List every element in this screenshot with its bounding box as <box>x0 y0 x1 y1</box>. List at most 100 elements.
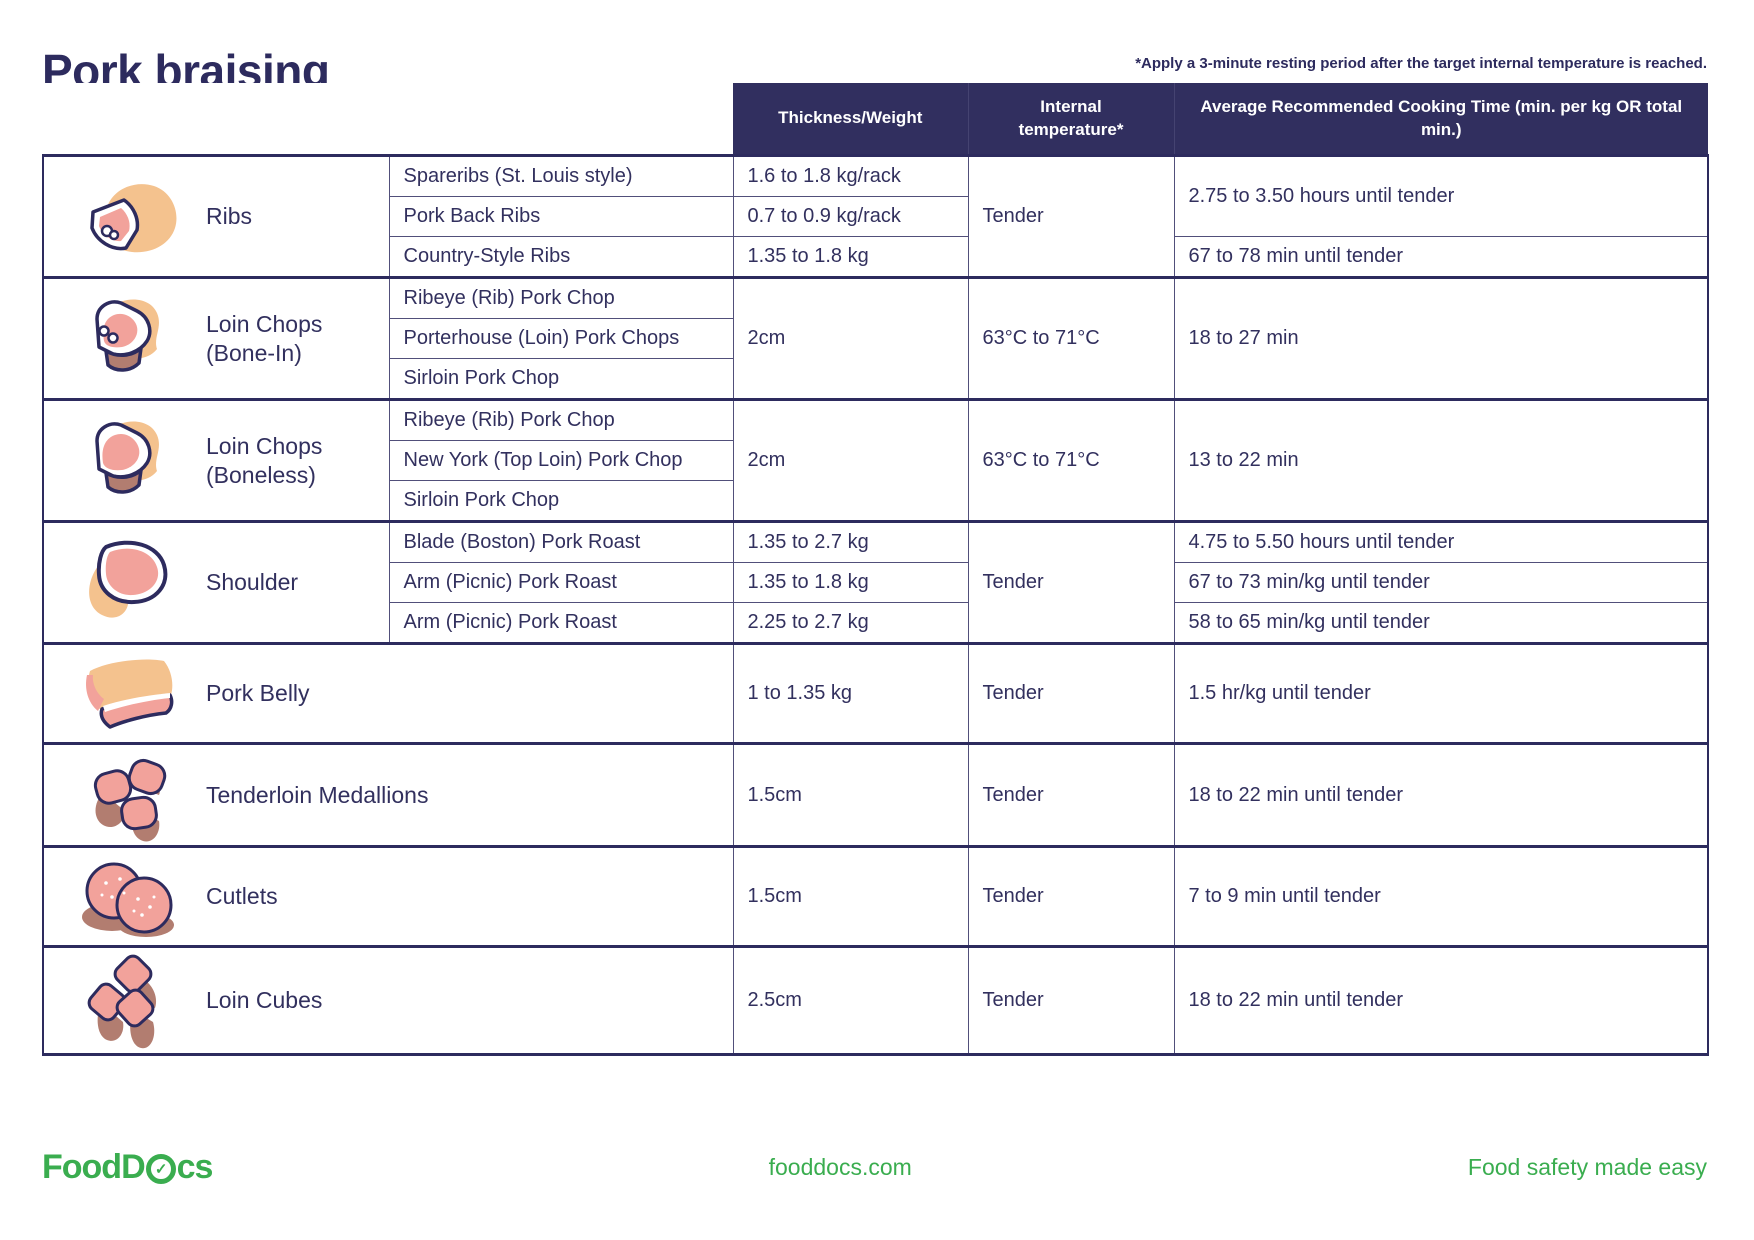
fooddocs-logo: FoodD ✓ cs <box>42 1148 214 1187</box>
col-header-time: Average Recommended Cooking Time (min. p… <box>1173 83 1708 156</box>
table-row: Country-Style Ribs 1.35 to 1.8 kg 67 to … <box>43 236 1709 278</box>
ribs-icon <box>90 183 177 252</box>
col-header-temperature: Internal temperature* <box>967 83 1174 156</box>
thickness-value: 1.35 to 1.8 kg <box>732 562 969 603</box>
temperature-value: Tender <box>967 520 1175 644</box>
category-label: Loin Chops (Bone-In) <box>206 310 323 366</box>
table-row: Loin Chops (Bone-In) Ribeye (Rib) Pork C… <box>42 276 1709 400</box>
temperature-value: Tender <box>967 845 1175 947</box>
table-row: Porterhouse (Loin) Pork Chops <box>43 318 1708 359</box>
temperature-value: Tender <box>967 945 1175 1056</box>
time-value: 4.75 to 5.50 hours until tender <box>1173 520 1709 563</box>
category-cell-loin-cubes: Loin Cubes <box>42 945 734 1056</box>
item-name: Pork Back Ribs <box>388 196 734 237</box>
item-name: Ribeye (Rib) Pork Chop <box>388 398 734 441</box>
braising-table-wrap: Thickness/Weight Internal temperature* A… <box>42 83 1709 1056</box>
pork-chop-bone-in-icon <box>94 299 159 372</box>
temperature-value: Tender <box>967 742 1175 847</box>
category-cell-tenderloin-medallions: Tenderloin Medallions <box>42 742 734 847</box>
header-empty-cell <box>43 83 733 156</box>
pork-chop-bone-in-icon <box>56 291 206 386</box>
category-label: Tenderloin Medallions <box>206 781 429 808</box>
tenderloin-medallions-icon <box>56 745 206 845</box>
pork-chop-boneless-icon <box>56 413 206 508</box>
time-value: 18 to 22 min until tender <box>1173 742 1709 847</box>
table-row: New York (Top Loin) Pork Chop <box>43 440 1708 481</box>
pork-belly-icon <box>85 659 173 729</box>
time-value: 18 to 27 min <box>1173 276 1709 400</box>
thickness-value: 1.35 to 1.8 kg <box>732 236 969 278</box>
pork-belly-icon <box>56 651 206 736</box>
table-row: Ribs Spareribs (St. Louis style) 1.6 to … <box>42 154 1709 278</box>
logo-text-left: FoodD <box>42 1148 146 1186</box>
pork-braising-table: Thickness/Weight Internal temperature* A… <box>42 83 1709 1056</box>
item-name: Ribeye (Rib) Pork Chop <box>388 276 734 319</box>
table-row: Sirloin Pork Chop <box>43 358 1708 400</box>
cutlets-icon <box>56 849 206 944</box>
header-row: Thickness/Weight Internal temperature* A… <box>43 83 1708 156</box>
thickness-value: 1.6 to 1.8 kg/rack <box>732 154 969 197</box>
category-label: Ribs <box>206 203 253 230</box>
item-name: Arm (Picnic) Pork Roast <box>388 562 734 603</box>
checkmark-icon: ✓ <box>145 1154 176 1184</box>
table-row: Pork Belly 1 to 1.35 kg Tender 1.5 hr/kg… <box>42 642 1709 744</box>
thickness-value: 2cm <box>732 398 969 522</box>
item-name: Arm (Picnic) Pork Roast <box>388 602 734 644</box>
col-header-thickness: Thickness/Weight <box>733 83 968 156</box>
thickness-value: 1 to 1.35 kg <box>732 642 969 744</box>
thickness-value: 0.7 to 0.9 kg/rack <box>732 196 969 237</box>
item-name: Spareribs (St. Louis style) <box>388 154 734 197</box>
thickness-value: 2cm <box>732 276 969 400</box>
category-cell-loin-chops-bone-in: Loin Chops (Bone-In) <box>42 276 390 400</box>
table-row: Shoulder Blade (Boston) Pork Roast 1.35 … <box>42 520 1709 644</box>
temperature-value: 63°C to 71°C <box>967 276 1175 400</box>
category-cell-ribs: Ribs <box>42 154 390 278</box>
loin-cubes-icon <box>87 954 157 1049</box>
item-name: Blade (Boston) Pork Roast <box>388 520 734 563</box>
table-row: Cutlets 1.5cm Tender 7 to 9 min until te… <box>42 845 1709 947</box>
temperature-value: Tender <box>967 154 1175 278</box>
table-row: Tenderloin Medallions 1.5cm Tender 18 to… <box>42 742 1709 847</box>
tenderloin-medallions-icon <box>93 758 167 842</box>
table-row: Sirloin Pork Chop <box>43 480 1708 522</box>
category-cell-pork-belly: Pork Belly <box>42 642 734 744</box>
time-value: 18 to 22 min until tender <box>1173 945 1709 1056</box>
thickness-value: 1.35 to 2.7 kg <box>732 520 969 563</box>
resting-period-note: *Apply a 3-minute resting period after t… <box>1135 55 1707 72</box>
pork-chop-boneless-icon <box>94 421 159 494</box>
item-name: Sirloin Pork Chop <box>388 358 734 400</box>
footer: FoodD ✓ cs fooddocs.com Food safety made… <box>42 1148 1707 1187</box>
table-row: Arm (Picnic) Pork Roast 2.25 to 2.7 kg 5… <box>43 602 1709 644</box>
logo-text-right: cs <box>176 1148 214 1186</box>
time-value: 7 to 9 min until tender <box>1173 845 1709 947</box>
shoulder-icon <box>56 535 206 630</box>
thickness-value: 2.25 to 2.7 kg <box>732 602 969 644</box>
table-row: Pork Back Ribs 0.7 to 0.9 kg/rack <box>43 196 1708 237</box>
time-value: 58 to 65 min/kg until tender <box>1173 602 1709 644</box>
item-name: New York (Top Loin) Pork Chop <box>388 440 734 481</box>
category-label: Cutlets <box>206 883 278 910</box>
category-cell-cutlets: Cutlets <box>42 845 734 947</box>
table-row: Arm (Picnic) Pork Roast 1.35 to 1.8 kg 6… <box>43 562 1709 603</box>
time-value: 67 to 73 min/kg until tender <box>1173 562 1709 603</box>
time-value: 1.5 hr/kg until tender <box>1173 642 1709 744</box>
category-label: Shoulder <box>206 569 299 596</box>
thickness-value: 1.5cm <box>732 845 969 947</box>
footer-tagline: Food safety made easy <box>1467 1154 1707 1180</box>
time-value: 67 to 78 min until tender <box>1173 236 1709 278</box>
category-label: Loin Chops (Boneless) <box>206 432 323 488</box>
cutlets-icon <box>82 862 174 937</box>
ribs-icon <box>56 172 206 262</box>
category-label: Loin Cubes <box>206 987 323 1014</box>
item-name: Porterhouse (Loin) Pork Chops <box>388 318 734 359</box>
category-cell-shoulder: Shoulder <box>42 520 390 644</box>
category-cell-loin-chops-boneless: Loin Chops (Boneless) <box>42 398 390 522</box>
table-row: Loin Cubes 2.5cm Tender 18 to 22 min unt… <box>42 945 1709 1056</box>
thickness-value: 1.5cm <box>732 742 969 847</box>
temperature-value: 63°C to 71°C <box>967 398 1175 522</box>
table-row: Loin Chops (Boneless) Ribeye (Rib) Pork … <box>42 398 1709 522</box>
time-value: 2.75 to 3.50 hours until tender <box>1173 154 1709 237</box>
thickness-value: 2.5cm <box>732 945 969 1056</box>
temperature-value: Tender <box>967 642 1175 744</box>
